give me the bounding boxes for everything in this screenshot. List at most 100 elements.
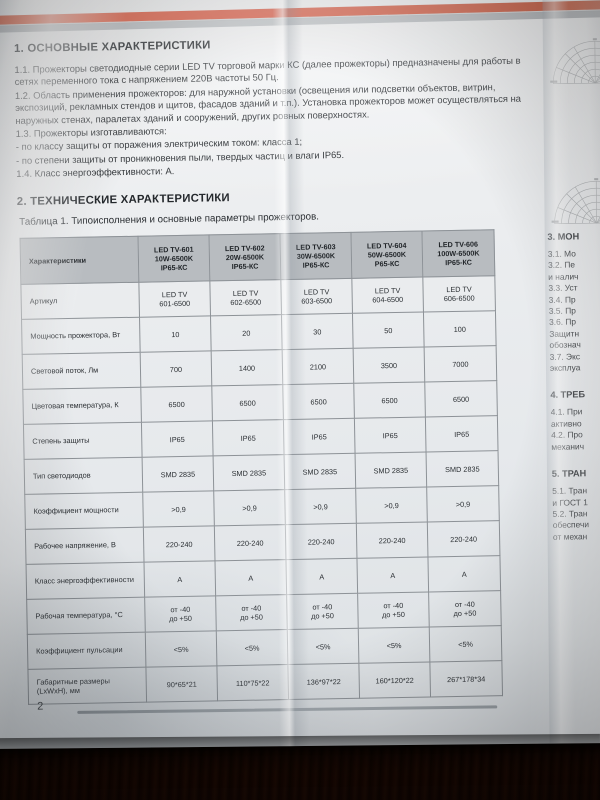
table-cell: SMD 2835 (426, 450, 499, 488)
table-cell: 20 (210, 314, 283, 352)
table-cell-line: 267*178*34 (447, 673, 486, 684)
table-cell-line: 6500 (381, 395, 398, 405)
table-cell-line: IP65 (454, 429, 470, 439)
section-5-heading: 5. ТРАН (551, 468, 587, 479)
table-cell: 6500 (140, 386, 213, 423)
right-column-line: 3.3. Уст (548, 282, 578, 294)
table-cell-line: SMD 2835 (373, 465, 409, 475)
table-row-label: Коэффициент пульсации (27, 632, 146, 670)
right-partial-column: 3. МОН 3.1. Мо 3.2. Пе и налич 3.3. Уст 3.4.… (544, 27, 600, 728)
right-column-line: 5.1. Тран (552, 485, 588, 496)
table-cell: 267*178*34 (429, 660, 503, 698)
right-column-line: от механ (552, 530, 588, 542)
right-column-line: 4.1. При (550, 406, 583, 418)
table-cell: 220-240 (427, 520, 500, 558)
table-cell-line: 220-240 (450, 534, 478, 544)
table-cell-line: до +50 (240, 612, 263, 623)
table-cell-line: 20 (242, 328, 251, 338)
table-cell: >0,9 (142, 491, 215, 528)
table-cell-line: 606-6500 (443, 293, 475, 304)
table-cell-line: А (390, 570, 396, 580)
col4-line3: P65-КС (374, 259, 400, 269)
table-cell: от -40 до +50 (286, 593, 359, 630)
table-cell-line: <5% (173, 644, 189, 654)
table-cell-line: >0,9 (455, 499, 471, 509)
col2-line3: IP65-КС (231, 261, 259, 272)
section-4-heading: 4. ТРЕБ (550, 389, 586, 401)
right-column-line: 3.6. Пр (548, 316, 577, 328)
specifications-table: Характеристики LED TV-601 10W-6500K IP65… (20, 229, 503, 705)
table-column-header-2: LED TV-602 20W-6500K IP65-КС (209, 233, 281, 282)
table-cell: 220-240 (285, 523, 357, 560)
table-cell: А (356, 557, 429, 594)
table-cell: SMD 2835 (284, 453, 356, 490)
table-cell: 136*97*22 (287, 663, 360, 700)
right-column-line: и ГОСТ 1 (552, 496, 588, 508)
table-cell-line: до +50 (382, 610, 405, 620)
table-cell: <5% (145, 631, 217, 668)
right-column-line: 3.7. Экс (549, 351, 581, 362)
table-cell-line: >0,9 (242, 503, 257, 513)
table-cell-line: 700 (169, 364, 183, 374)
table-cell: 2100 (282, 348, 354, 385)
right-column-line: механич (551, 440, 585, 452)
col5-line3: IP65-КС (445, 257, 472, 268)
table-cell: 220-240 (356, 522, 428, 559)
right-column-line: 3.4. Пр (548, 294, 576, 305)
table-cell-line: 220-240 (307, 536, 335, 547)
table-body: Артикул LED TV 601-6500 LED TV 602-6500 LED T… (20, 275, 503, 705)
table-cell-line: IP65 (169, 434, 185, 444)
table-cell: <5% (216, 629, 288, 667)
table-cell: А (214, 559, 287, 597)
table-row-label: Габаритные размеры (LxWxH), мм (27, 667, 147, 705)
right-column-line: 3.2. Пе (547, 259, 576, 271)
table-cell: от -40 до +50 (357, 592, 430, 629)
table-cell: >0,9 (284, 488, 357, 525)
section-2: 2. ТЕХНИЧЕСКИЕ ХАРАКТЕРИСТИКИ Таблица 1.… (17, 186, 534, 705)
table-cell: 1400 (211, 349, 283, 387)
table-cell-line: 7000 (452, 359, 469, 369)
table-cell: <5% (358, 627, 430, 664)
table-cell: >0,9 (213, 489, 286, 527)
page-number: 2 (37, 700, 44, 713)
table-cell-line: 1400 (238, 363, 256, 373)
table-cell: <5% (287, 628, 359, 665)
table-cell: 90*65*21 (145, 666, 218, 703)
table-row-label: Световой поток, Лм (22, 352, 141, 390)
table-cell: LED TV 603-6500 (280, 278, 353, 315)
page-content: 1. ОСНОВНЫЕ ХАРАКТЕРИСТИКИ 1.1. Прожекто… (14, 34, 534, 705)
table-row-label: Артикул (20, 282, 140, 320)
table-row-label: Класс энергоэффективности (26, 562, 145, 600)
table-cell: 6500 (282, 383, 355, 420)
table-cell: 10 (139, 316, 212, 353)
right-column-line: и налич (548, 271, 579, 282)
table-cell-line: IP65 (382, 430, 398, 440)
table-cell-line: 602-6500 (230, 297, 262, 308)
table-cell-line: 603-6500 (301, 296, 333, 307)
table-cell-line: 90*65*21 (166, 679, 197, 689)
table-cell: 6500 (211, 384, 284, 422)
table-cell-line: 6500 (239, 398, 256, 408)
table-cell: 100 (423, 310, 497, 348)
paper-edge-shadow (0, 733, 600, 761)
table-cell: 6500 (424, 380, 498, 418)
table-cell: 160*120*22 (358, 662, 431, 699)
section-5-lines: 5.1. Тран и ГОСТ 1 5.2. Тран обеспечи от мех… (552, 485, 600, 543)
col1-line3: IP65-КС (160, 262, 188, 273)
table-cell-line: 601-6500 (159, 299, 191, 309)
table-cell-line: 6500 (452, 394, 470, 404)
table-row-label: Степень защиты (23, 422, 143, 460)
table-cell: LED TV 604-6500 (351, 277, 424, 314)
right-column-line: активно (550, 418, 582, 429)
table-cell-line: 30 (313, 326, 322, 337)
table-row: Габаритные размеры (LxWxH), мм 90*65*21 11… (27, 660, 503, 705)
table-cell: 6500 (353, 382, 426, 419)
right-column-line: 3.5. Пр (548, 305, 576, 316)
section-3-heading: 3. МОН (547, 231, 580, 242)
table-cell: от -40 до +50 (215, 594, 288, 632)
table-cell-line: SMD 2835 (160, 469, 196, 479)
right-column-line: эксплуа (549, 362, 581, 373)
table-column-header-4: LED TV-604 50W-6500K P65-КС (350, 230, 423, 279)
table-cell: LED TV 602-6500 (209, 279, 282, 317)
table-cell-line: 2100 (309, 361, 327, 372)
